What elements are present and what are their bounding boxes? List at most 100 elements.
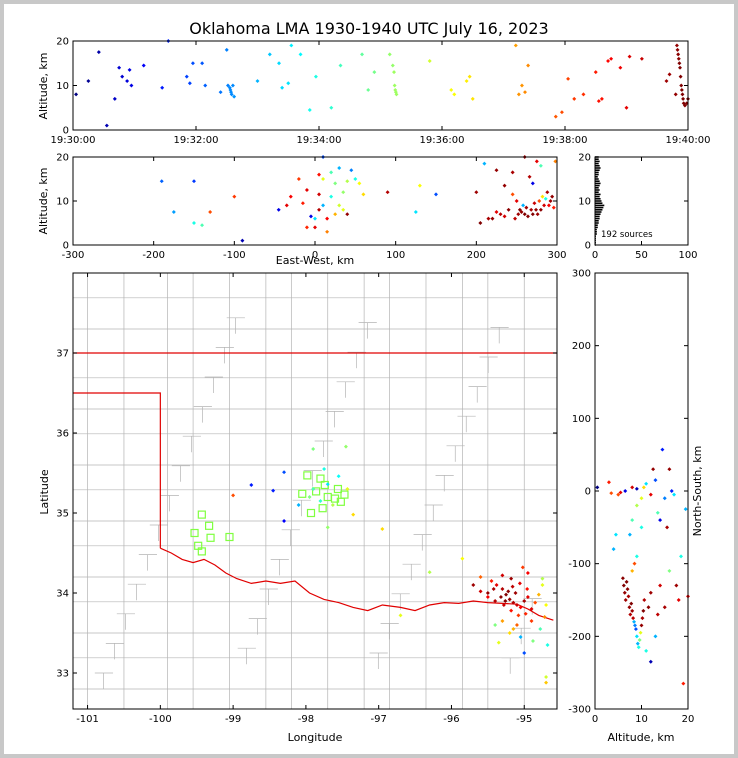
x-tick-label: 0 [592, 714, 598, 725]
time-source [129, 83, 134, 88]
time-source [678, 74, 683, 79]
plan-source [343, 444, 348, 449]
ns-source [646, 605, 651, 610]
ew-source [510, 192, 515, 197]
time-source [427, 59, 432, 64]
ew-source [548, 199, 553, 203]
ns-source [623, 489, 628, 493]
ns-source [648, 492, 653, 497]
histogram-panel: 0 50 100 0 10 20 192 sources [578, 153, 697, 262]
ns-source [630, 518, 635, 523]
time-source [464, 79, 469, 84]
ew-source [325, 229, 330, 234]
ns-source [644, 481, 649, 486]
ew-source [530, 212, 535, 217]
plan-source [520, 565, 525, 570]
plan-source [493, 623, 498, 627]
x-tick-label: 19:34:00 [297, 135, 342, 146]
north-south-altitude-panel: 0 10 20 -300 -200 -100 0 100 200 300 North-South,… [568, 269, 704, 745]
plan-source [307, 495, 312, 499]
ew-source [513, 216, 518, 221]
y-tick-label: 10 [56, 197, 69, 208]
plan-source [504, 592, 509, 597]
time-source [184, 74, 189, 79]
time-source [200, 61, 205, 66]
plan-source [540, 576, 545, 581]
ns-source [634, 554, 639, 559]
time-source [117, 65, 122, 70]
x-tick-label: -200 [142, 250, 165, 261]
ns-source [595, 485, 600, 490]
ew-source [337, 203, 342, 208]
time-source [120, 74, 125, 79]
plan-source [510, 584, 515, 589]
plan-source [529, 607, 534, 611]
plan-source [491, 587, 496, 591]
plan-source [427, 570, 432, 575]
time-source [581, 92, 586, 97]
ns-source [624, 579, 629, 584]
time-source [523, 90, 528, 95]
time-source [470, 96, 475, 101]
ew-source [313, 216, 317, 221]
time-source [526, 63, 531, 68]
plan-source [518, 605, 523, 610]
time-source [516, 92, 521, 97]
east-west-axes: -300 -200 -100 0 100 200 300 0 10 20 [56, 153, 566, 262]
ns-source [628, 612, 633, 617]
x-tick-label: 50 [635, 250, 648, 261]
ew-source [159, 179, 164, 184]
ns-source [638, 630, 643, 635]
ns-source [613, 532, 618, 537]
ew-source [341, 207, 346, 212]
plan-source [545, 643, 550, 647]
plan-view-ylabel: Latitude [38, 469, 51, 515]
state-boundary-panhandle [73, 392, 161, 549]
plan-source [529, 619, 534, 623]
axes-frame [72, 156, 558, 246]
plan-source [544, 603, 549, 607]
ew-source [276, 207, 281, 212]
east-west-sources [159, 155, 558, 243]
ew-source [240, 238, 245, 243]
time-altitude-axes: 19:30:00 19:32:00 19:34:00 19:36:00 19:38:00… [51, 37, 711, 147]
ns-source [658, 583, 663, 588]
lma-station [336, 497, 345, 506]
ew-source [478, 221, 483, 225]
ns-source [630, 568, 635, 573]
ns-source [655, 612, 660, 617]
x-tick-label: 300 [547, 250, 566, 261]
x-tick-label: -96 [443, 714, 459, 725]
lma-station [340, 490, 349, 499]
ew-source [546, 203, 551, 208]
x-tick-label: 19:32:00 [174, 135, 219, 146]
ns-source [606, 480, 611, 485]
north-south-sources [595, 447, 690, 686]
plan-source [516, 613, 521, 618]
plan-source [496, 640, 501, 645]
plan-source [523, 611, 528, 616]
time-source [104, 123, 109, 128]
ns-source [640, 616, 645, 621]
ew-source [353, 177, 358, 181]
time-source [338, 63, 343, 68]
time-source [232, 94, 237, 99]
plan-source [531, 639, 535, 643]
y-tick-label: 0 [585, 241, 591, 252]
time-source [360, 52, 365, 57]
ns-source [665, 525, 670, 530]
lma-station [303, 471, 312, 480]
plan-view-axes: -101 -100 -99 -98 -97 -96 -95 33 34 35 36 37 [56, 272, 558, 725]
ew-source [357, 181, 362, 186]
ns-source [623, 598, 628, 602]
plan-view-xlabel: Longitude [288, 731, 343, 744]
ew-source [333, 181, 338, 186]
lma-station [311, 487, 321, 496]
y-tick-label: -100 [568, 559, 591, 570]
ns-source [632, 619, 637, 624]
time-source [596, 99, 601, 104]
lma-station [316, 474, 325, 483]
figure-frame: Oklahoma LMA 1930-1940 UTC July 16, 2023… [4, 4, 734, 754]
ew-source [385, 190, 390, 195]
axes-frame [594, 272, 689, 710]
